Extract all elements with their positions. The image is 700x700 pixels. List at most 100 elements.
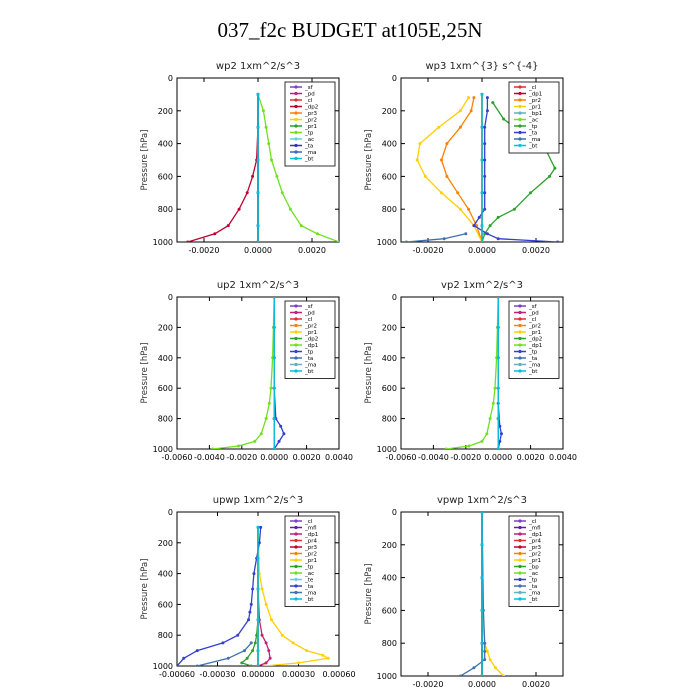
legend-marker bbox=[518, 590, 522, 595]
series-line_pr1 bbox=[257, 527, 331, 666]
series-point_pr1 bbox=[494, 666, 497, 670]
series-point_ma bbox=[464, 232, 468, 236]
legend-entry: _tp bbox=[528, 350, 538, 356]
x-tick-label: 0.0040 bbox=[325, 453, 353, 462]
series-point_pr1 bbox=[280, 633, 284, 637]
y-tick-label: 400 bbox=[382, 574, 397, 583]
series-point_pr1 bbox=[264, 602, 268, 606]
series-point_tp bbox=[496, 215, 500, 219]
series-point_bt bbox=[480, 608, 484, 612]
legend-marker bbox=[294, 85, 298, 89]
series-point_ta bbox=[483, 158, 487, 162]
series-point_ta bbox=[483, 125, 487, 129]
y-tick-label: 200 bbox=[158, 539, 173, 548]
series-point_pr2 bbox=[445, 174, 449, 178]
legend-marker bbox=[518, 571, 522, 575]
legend-entry: _pr2 bbox=[304, 324, 317, 330]
legend-entry: _ta bbox=[528, 584, 537, 590]
x-tick-label: -0.0040 bbox=[418, 453, 449, 462]
y-tick-label: 400 bbox=[382, 140, 397, 149]
y-axis-label: Pressure [hPa] bbox=[364, 564, 374, 625]
series-point_bt bbox=[480, 224, 484, 228]
legend-entry: _bt bbox=[528, 144, 538, 150]
legend-entry: _tp bbox=[304, 565, 314, 571]
legend-marker bbox=[294, 538, 298, 543]
legend-marker bbox=[294, 304, 298, 308]
y-tick-label: 0 bbox=[392, 74, 397, 83]
legend-marker bbox=[518, 323, 522, 328]
series-point_bt bbox=[480, 576, 484, 580]
legend-entry: _pr4 bbox=[304, 539, 318, 545]
legend-entry: _dp2 bbox=[304, 337, 318, 343]
series-point_bt bbox=[256, 224, 260, 228]
series-point_bt bbox=[272, 356, 276, 360]
legend-entry: _ta bbox=[304, 584, 313, 590]
y-tick-label: 200 bbox=[382, 541, 397, 550]
legend-entry: _ma bbox=[304, 363, 316, 369]
x-tick-label: -0.00030 bbox=[200, 670, 236, 679]
legend-entry: _sf bbox=[304, 85, 314, 91]
series-point_bt bbox=[256, 587, 260, 591]
series-point_tp bbox=[261, 109, 265, 113]
series-point_dp1 bbox=[269, 386, 273, 390]
series-point_ta bbox=[195, 649, 199, 653]
legend-entry: _dp1 bbox=[528, 343, 542, 349]
series-point_ta bbox=[483, 207, 487, 211]
legend-entry: _cl bbox=[304, 519, 313, 525]
y-tick-label: 200 bbox=[382, 107, 397, 116]
series-point_tp bbox=[288, 207, 292, 211]
series-point_tp bbox=[249, 664, 253, 666]
series-point_bt bbox=[256, 158, 260, 162]
series-point_ma bbox=[226, 656, 230, 660]
chart-title: wp2 1xm^2/s^3 bbox=[216, 61, 300, 72]
x-tick-label: -0.0020 bbox=[226, 453, 257, 462]
legend-entry: _ma bbox=[528, 137, 540, 143]
legend-entry: _ma bbox=[528, 363, 540, 369]
legend-marker bbox=[518, 532, 522, 536]
series-point_pr1 bbox=[297, 661, 300, 665]
series-point_tp bbox=[553, 166, 557, 170]
legend: _cl_mfl_dp1_pr4_pr3_pr2_pr1_bp_ac_tp_ta_… bbox=[508, 515, 560, 607]
y-tick-label: 0 bbox=[168, 508, 173, 517]
series-point_bt bbox=[256, 92, 260, 96]
y-tick-label: 1000 bbox=[377, 672, 397, 681]
series-point_tp bbox=[299, 224, 303, 228]
series-point_dp1 bbox=[264, 641, 268, 645]
series-point_bt bbox=[256, 649, 260, 653]
chart-title: wp3 1xm^{3} s^{-4} bbox=[425, 61, 538, 72]
legend-entry: _mfl bbox=[528, 526, 541, 532]
legend-marker bbox=[294, 369, 298, 373]
series-point_ta bbox=[485, 109, 489, 113]
legend-marker bbox=[518, 117, 522, 122]
legend-marker bbox=[294, 362, 298, 367]
x-tick-label: -0.00060 bbox=[159, 670, 195, 679]
series-line_pr1 bbox=[416, 97, 483, 242]
series-group bbox=[444, 297, 503, 449]
legend-entry: _pr1 bbox=[304, 124, 317, 130]
legend-marker bbox=[294, 590, 298, 595]
chart-title: vpwp 1xm^2/s^3 bbox=[437, 495, 527, 506]
legend-marker bbox=[518, 111, 522, 115]
legend-marker bbox=[518, 330, 522, 334]
legend-entry: _tp bbox=[528, 124, 538, 130]
legend-entry: _bt bbox=[304, 369, 314, 375]
series-point_tp bbox=[270, 158, 273, 162]
x-tick-label: 0.0000 bbox=[484, 453, 512, 462]
series-point_bt bbox=[272, 417, 276, 421]
x-tick-label: 0.0020 bbox=[293, 453, 321, 462]
series-point_tp bbox=[488, 224, 492, 228]
legend-marker bbox=[518, 143, 522, 148]
series-point_dp1 bbox=[264, 661, 268, 665]
legend-entry: _cl bbox=[528, 317, 537, 323]
series-point_tp bbox=[529, 191, 533, 195]
series-point_dp1 bbox=[480, 439, 484, 443]
legend-marker bbox=[294, 143, 298, 148]
y-tick-label: 0 bbox=[168, 74, 173, 83]
series-point_tp bbox=[337, 240, 339, 242]
x-tick-label: 0.0020 bbox=[298, 246, 326, 255]
legend-entry: _pr1 bbox=[528, 105, 541, 111]
series-point_pr1 bbox=[305, 649, 309, 653]
series-point_pr1 bbox=[415, 158, 419, 162]
legend-marker bbox=[294, 356, 298, 360]
series-point_pr1 bbox=[326, 656, 330, 660]
